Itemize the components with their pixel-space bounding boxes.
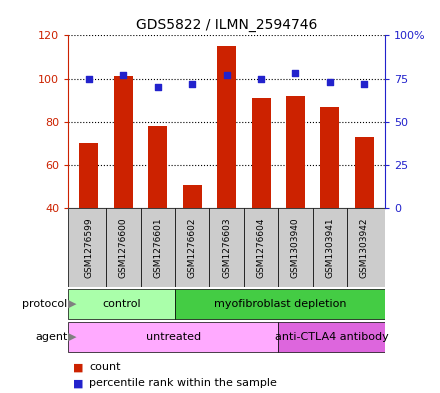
Bar [140,208,175,287]
Text: GSM1276601: GSM1276601 [153,217,162,278]
Point [361,81,368,87]
Text: ■: ■ [73,362,83,373]
Bar [252,98,271,208]
Text: ■: ■ [73,378,83,388]
Text: GSM1276600: GSM1276600 [119,217,128,278]
Text: agent: agent [35,332,67,342]
Bar [313,208,347,287]
Bar [320,107,339,208]
Bar [183,185,202,208]
Point [154,84,161,90]
Point [292,70,299,77]
Text: GSM1276604: GSM1276604 [257,217,265,278]
Bar [68,208,106,287]
Bar [148,126,167,208]
Bar [106,208,140,287]
Text: untreated: untreated [146,332,201,342]
Bar [278,322,385,352]
Text: GSM1276599: GSM1276599 [84,217,93,278]
Bar [286,96,305,208]
Point [326,79,334,85]
Title: GDS5822 / ILMN_2594746: GDS5822 / ILMN_2594746 [136,18,317,31]
Bar [68,322,278,352]
Text: ▶: ▶ [68,332,77,342]
Point [120,72,127,78]
Text: GSM1303941: GSM1303941 [326,217,334,278]
Bar [79,143,98,208]
Text: control: control [102,299,141,309]
Text: protocol: protocol [22,299,67,309]
Text: count: count [89,362,121,373]
Text: anti-CTLA4 antibody: anti-CTLA4 antibody [275,332,389,342]
Bar [68,288,175,319]
Bar [217,46,236,208]
Text: GSM1276602: GSM1276602 [188,217,197,278]
Text: myofibroblast depletion: myofibroblast depletion [214,299,346,309]
Bar [175,288,385,319]
Bar [347,208,385,287]
Point [85,75,92,82]
Point [223,72,230,78]
Point [257,75,264,82]
Bar [278,208,313,287]
Bar [355,137,374,208]
Text: percentile rank within the sample: percentile rank within the sample [89,378,277,388]
Text: GSM1276603: GSM1276603 [222,217,231,278]
Text: ▶: ▶ [68,299,77,309]
Text: GSM1303942: GSM1303942 [360,217,369,278]
Text: GSM1303940: GSM1303940 [291,217,300,278]
Bar [175,208,209,287]
Bar [209,208,244,287]
Bar [114,76,133,208]
Point [189,81,196,87]
Bar [244,208,278,287]
